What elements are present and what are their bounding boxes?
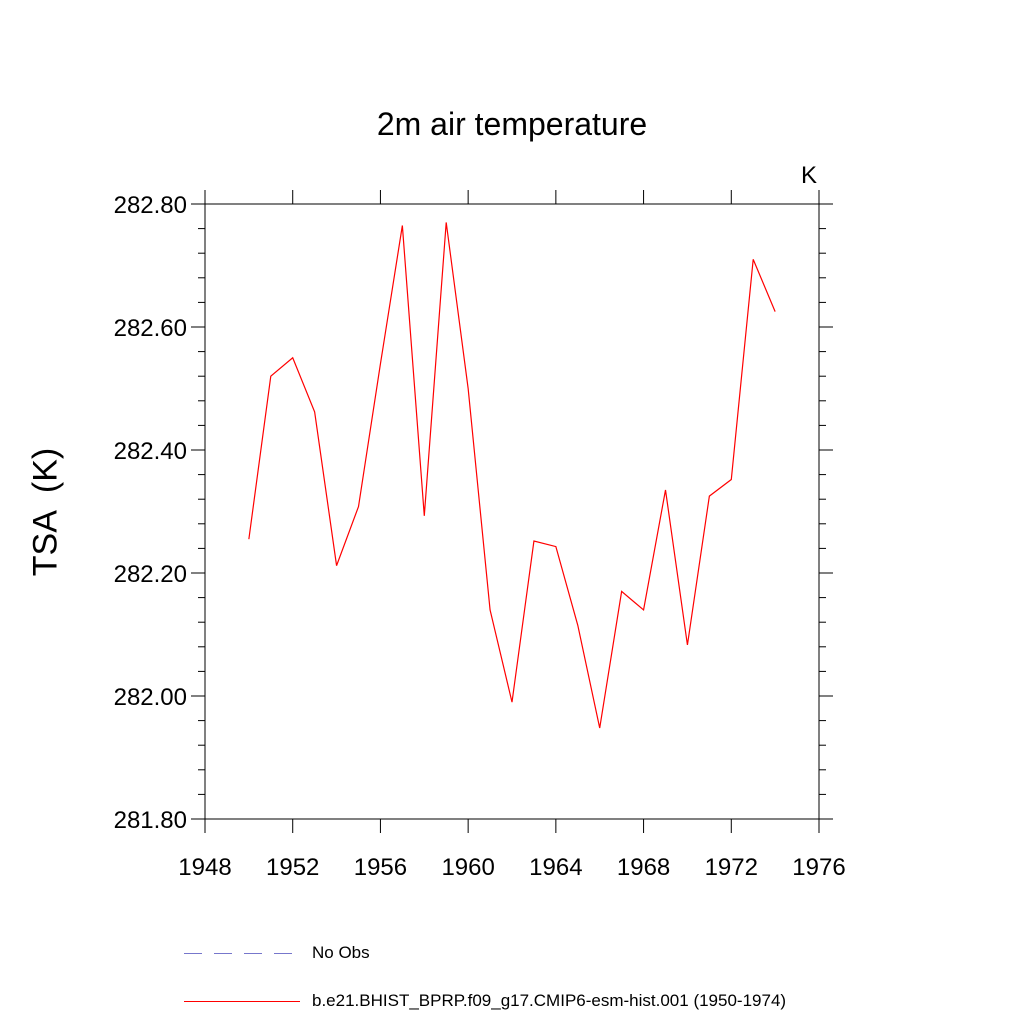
x-tick-label: 1972	[705, 854, 758, 881]
data-point	[402, 225, 404, 227]
x-tick-label: 1976	[792, 854, 845, 881]
data-point	[577, 624, 579, 626]
data-point	[687, 644, 689, 646]
data-point	[752, 259, 754, 261]
data-point	[358, 506, 360, 508]
chart-title: 2m air temperature	[376, 106, 648, 142]
y-tick-label: 282.00	[114, 684, 187, 711]
y-tick-label: 282.20	[114, 561, 187, 588]
units-label: K	[801, 162, 818, 189]
legend-label: No Obs	[312, 943, 370, 962]
legend-label: b.e21.BHIST_BPRP.f09_g17.CMIP6-esm-hist.…	[312, 991, 787, 1010]
y-tick-label: 282.80	[114, 192, 187, 219]
x-tick-label: 1964	[529, 854, 582, 881]
data-point	[511, 701, 513, 703]
y-tick-label: 282.60	[114, 315, 187, 342]
data-point	[599, 727, 601, 729]
data-point	[336, 565, 338, 567]
legend-item-no-obs: No Obs	[184, 941, 370, 965]
data-point	[489, 609, 491, 611]
data-point	[423, 515, 425, 517]
data-point	[292, 357, 294, 359]
x-tick-label: 1948	[178, 854, 231, 881]
x-tick-label: 1960	[441, 854, 494, 881]
data-point	[730, 479, 732, 481]
x-tick-label: 1968	[617, 854, 670, 881]
data-point	[665, 489, 667, 491]
data-point	[643, 609, 645, 611]
data-point	[774, 311, 776, 313]
data-point	[445, 222, 447, 224]
legend-item-model-run: b.e21.BHIST_BPRP.f09_g17.CMIP6-esm-hist.…	[184, 989, 786, 1013]
y-tick-label: 281.80	[114, 807, 187, 834]
data-point	[270, 375, 272, 377]
data-point	[621, 591, 623, 593]
data-point	[314, 411, 316, 413]
data-point	[555, 546, 557, 548]
data-point	[533, 540, 535, 542]
y-tick-label: 282.40	[114, 438, 187, 465]
x-tick-label: 1956	[354, 854, 407, 881]
data-point	[709, 495, 711, 497]
data-point	[248, 538, 250, 540]
data-point	[467, 388, 469, 390]
x-tick-label: 1952	[266, 854, 319, 881]
legend-swatch-dashed	[184, 953, 300, 954]
plot-frame	[204, 203, 820, 820]
legend-swatch-solid	[184, 1000, 300, 1002]
data-point	[380, 363, 382, 365]
series-line	[248, 222, 776, 729]
